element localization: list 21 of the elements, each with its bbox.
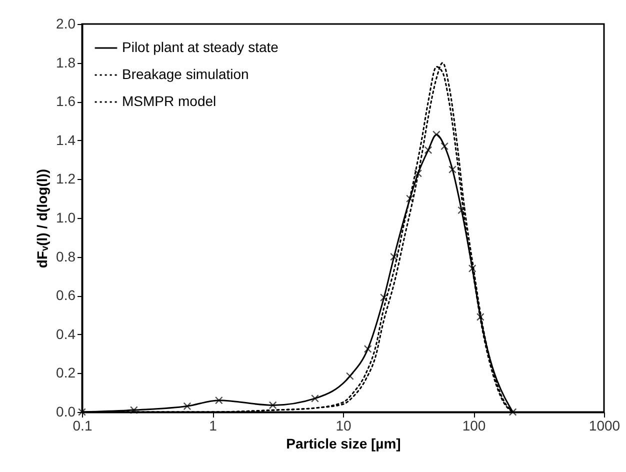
x-tick-label: 1000: [588, 418, 620, 434]
y-tick-label: 0.6: [56, 287, 76, 304]
legend-label: MSMPR model: [122, 93, 216, 109]
y-tick-label: 1.8: [56, 54, 76, 70]
y-tick-label: 0.4: [56, 326, 76, 342]
legend-label: Breakage simulation: [122, 66, 249, 82]
y-tick-label: 1.2: [56, 170, 76, 187]
y-tick-label: 0.8: [56, 248, 76, 264]
y-tick-label: 0.2: [56, 364, 76, 381]
legend-label: Pilot plant at steady state: [122, 39, 279, 55]
x-axis-title: Particle size [µm]: [286, 436, 401, 452]
x-tick-label: 0.1: [72, 418, 92, 434]
y-tick-label: 0.0: [56, 404, 76, 420]
x-tick-label: 100: [462, 418, 486, 434]
y-tick-label: 1.4: [56, 132, 76, 148]
y-tick-label: 1.0: [56, 210, 76, 226]
y-tick-label: 2.0: [56, 16, 76, 32]
x-tick-label: 1: [209, 418, 218, 434]
y-axis-title: dFᵥ(l) / d(log(l)): [34, 168, 50, 268]
x-tick-label: 10: [336, 418, 352, 434]
y-tick-label: 1.6: [56, 93, 76, 110]
